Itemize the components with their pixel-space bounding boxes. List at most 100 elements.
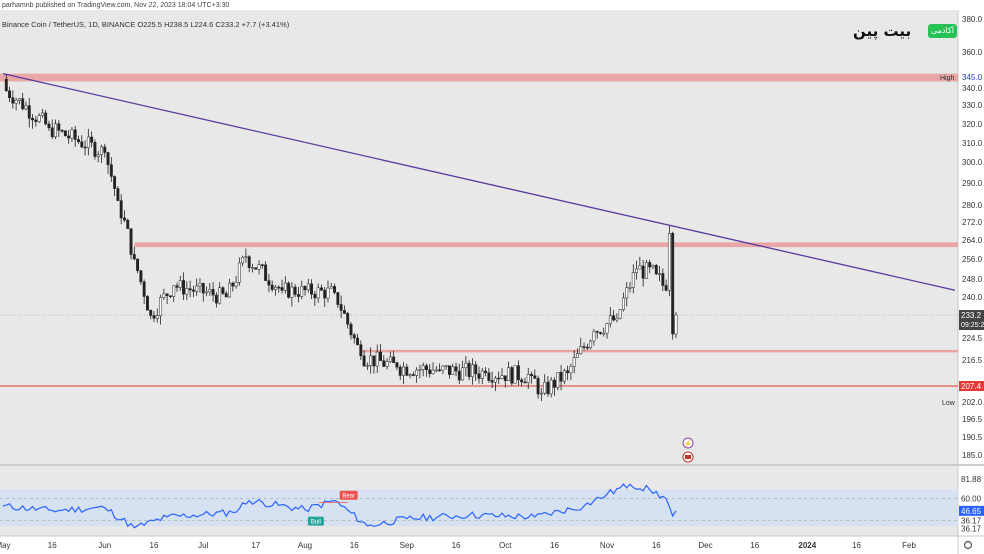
- candle-body: [126, 219, 130, 229]
- rsi-tick-label: 36.17: [961, 524, 982, 533]
- candle-body: [369, 355, 373, 366]
- candle-body: [612, 315, 616, 321]
- candle-body: [595, 331, 599, 333]
- candle-body: [379, 351, 382, 361]
- candle-body: [661, 273, 665, 286]
- candle-body: [342, 310, 346, 314]
- candle-body: [100, 146, 103, 155]
- candle-body: [14, 99, 18, 104]
- candle-body: [356, 337, 359, 345]
- candle-body: [385, 361, 389, 367]
- candle-body: [329, 286, 333, 289]
- candle-body: [418, 369, 422, 371]
- high-value: 345.0: [962, 73, 983, 82]
- candle-body: [34, 119, 38, 122]
- price-tick-label: 272.0: [962, 218, 983, 227]
- candle-body: [503, 375, 507, 381]
- candle-body: [530, 374, 533, 376]
- candle-body: [523, 381, 527, 384]
- candles-layer: [4, 73, 678, 402]
- candle-body: [260, 264, 264, 266]
- candle-body: [310, 283, 314, 295]
- candle-body: [431, 370, 435, 375]
- candle-body: [434, 369, 438, 372]
- settings-gear-icon[interactable]: [963, 540, 973, 550]
- candle-body: [182, 280, 186, 295]
- candle-body: [11, 97, 15, 104]
- candle-body: [106, 152, 110, 165]
- candle-body: [162, 293, 166, 298]
- candle-body: [608, 315, 612, 324]
- time-tick-label: Feb: [902, 541, 916, 550]
- bull-signal-badge[interactable]: [307, 516, 324, 526]
- price-tick-label: 340.0: [962, 84, 983, 93]
- candle-body: [73, 129, 77, 140]
- candle-body: [198, 283, 202, 287]
- candle-body: [303, 286, 307, 291]
- candle-body: [8, 90, 12, 98]
- candle-body: [300, 286, 304, 297]
- price-axis[interactable]: 380.0 360.0 340.0 330.0 320.0 310.0 300.0 290.0…: [940, 15, 984, 533]
- time-tick-label: Aug: [298, 541, 312, 550]
- time-tick-label: 16: [852, 541, 861, 550]
- candle-body: [605, 323, 609, 334]
- rsi-layer: Bull Bear: [0, 483, 958, 529]
- candle-body: [441, 365, 445, 371]
- candle-body: [83, 146, 87, 149]
- candle-body: [44, 112, 48, 125]
- rsi-tick-label: 60.00: [961, 495, 982, 504]
- time-tick-label: 16: [350, 541, 359, 550]
- candle-body: [80, 141, 84, 148]
- candle-body: [283, 282, 287, 291]
- candle-body: [365, 365, 369, 367]
- descending-trendline[interactable]: [2, 73, 956, 291]
- candle-body: [4, 78, 8, 92]
- candle-body: [208, 289, 212, 293]
- candle-body: [549, 379, 553, 395]
- candle-body: [296, 294, 300, 297]
- support-zone-upper[interactable]: [134, 242, 958, 248]
- candle-body: [658, 273, 662, 275]
- time-axis[interactable]: May 16 Jun 16 Jul 17 Aug 16 Sep 16 Oct 16 Nov 16 Dec 16…: [0, 540, 973, 550]
- price-tick-label: 185.0: [962, 451, 983, 460]
- time-tick-label: May: [0, 541, 11, 550]
- support-zone-middle[interactable]: [360, 349, 958, 353]
- resistance-zone[interactable]: [0, 73, 958, 82]
- price-change: +7.7 (+3.41%): [241, 20, 290, 29]
- current-price-box[interactable]: [959, 310, 984, 330]
- price-tick-label: 320.0: [962, 120, 983, 129]
- bull-signal-label: Bull: [311, 520, 321, 526]
- candle-body: [516, 365, 520, 381]
- candle-body: [205, 291, 208, 294]
- candle-body: [47, 123, 51, 129]
- time-tick-label: 16: [550, 541, 559, 550]
- trendline-layer[interactable]: [2, 73, 956, 291]
- bear-signal-badge[interactable]: [339, 490, 358, 500]
- candle-body: [319, 287, 323, 291]
- lightning-event-icon[interactable]: [682, 437, 694, 449]
- low-level-box[interactable]: [959, 381, 984, 391]
- candle-body: [37, 115, 41, 122]
- candle-body: [421, 365, 425, 370]
- rsi-current-value: 46.65: [961, 507, 982, 516]
- candle-body: [664, 285, 668, 291]
- candle-body: [244, 256, 248, 258]
- candle-body: [556, 372, 560, 388]
- candle-body: [70, 129, 74, 139]
- candle-body: [149, 309, 153, 316]
- candle-body: [214, 294, 218, 304]
- candle-body: [188, 288, 192, 291]
- candle-body: [77, 139, 80, 143]
- candle-body: [90, 136, 94, 143]
- candle-body: [553, 379, 556, 388]
- candle-body: [513, 365, 517, 384]
- rsi-current-box[interactable]: [959, 505, 984, 516]
- symbol-legend[interactable]: Binance Coin / TetherUS, 1D, BINANCE O22…: [2, 20, 289, 29]
- us-flag-stripes-icon: [685, 455, 691, 459]
- rsi-line: [2, 483, 677, 529]
- candle-body: [24, 105, 28, 110]
- candle-body: [592, 331, 596, 342]
- candle-body: [493, 377, 497, 383]
- candle-body: [484, 370, 488, 374]
